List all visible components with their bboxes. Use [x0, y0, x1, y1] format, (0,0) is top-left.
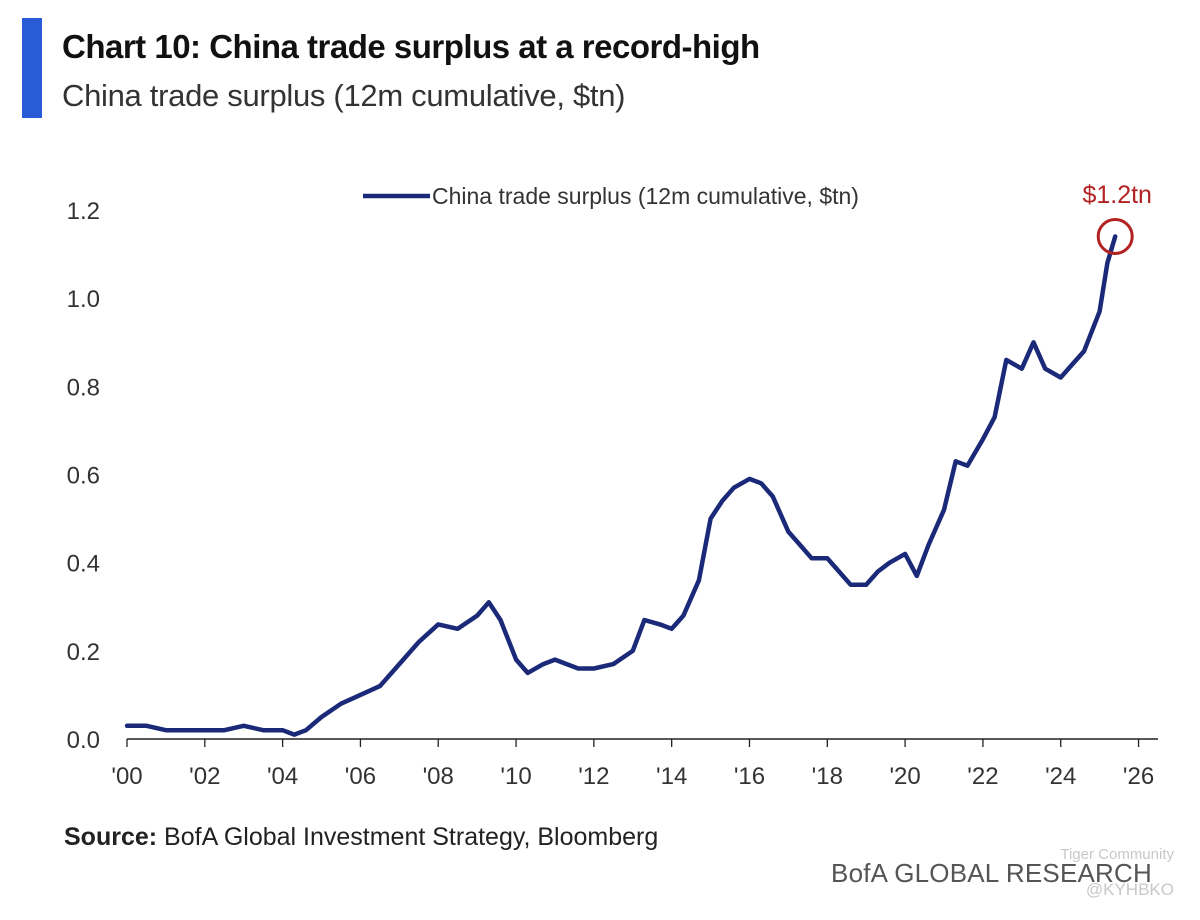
x-tick-label: '24 — [1045, 763, 1076, 790]
x-tick-label: '26 — [1123, 763, 1154, 790]
x-tick-label: '16 — [734, 763, 765, 790]
x-tick-label: '08 — [423, 763, 454, 790]
x-tick-label: '18 — [812, 763, 843, 790]
brand-logo-text: BofA GLOBAL RESEARCH — [831, 858, 1152, 888]
x-tick-label: '14 — [656, 763, 687, 790]
y-tick-label: 1.0 — [67, 286, 100, 313]
chart-title: Chart 10: China trade surplus at a recor… — [62, 28, 760, 65]
x-tick-label: '06 — [345, 763, 376, 790]
x-tick-label: '02 — [189, 763, 220, 790]
source-label: Source: — [64, 823, 158, 851]
watermark-line2: @KYHBKO — [1085, 880, 1174, 899]
x-tick-label: '10 — [500, 763, 531, 790]
x-tick-label: '00 — [111, 763, 142, 790]
source-note: Source: BofA Global Investment Strategy,… — [64, 823, 658, 852]
x-tick-label: '22 — [967, 763, 998, 790]
watermark-line1: Tiger Community — [1060, 846, 1174, 863]
y-tick-label: 0.6 — [67, 463, 100, 490]
y-tick-label: 0.2 — [67, 639, 100, 666]
series-line-trade-surplus — [124, 234, 1118, 737]
y-tick-label: 1.2 — [67, 198, 100, 225]
accent-bar — [22, 18, 42, 118]
legend-label: China trade surplus (12m cumulative, $tn… — [432, 183, 859, 209]
chart-subtitle: China trade surplus (12m cumulative, $tn… — [62, 78, 626, 113]
annotation-label: $1.2tn — [1082, 181, 1152, 209]
x-tick-label: '04 — [267, 763, 298, 790]
y-tick-label: 0.8 — [67, 374, 100, 401]
annotation-circle — [1096, 217, 1134, 255]
y-tick-label: 0.4 — [67, 551, 100, 578]
y-tick-label: 0.0 — [67, 727, 100, 754]
source-text: BofA Global Investment Strategy, Bloombe… — [164, 823, 659, 851]
x-tick-label: '12 — [578, 763, 609, 790]
x-tick-label: '20 — [889, 763, 920, 790]
